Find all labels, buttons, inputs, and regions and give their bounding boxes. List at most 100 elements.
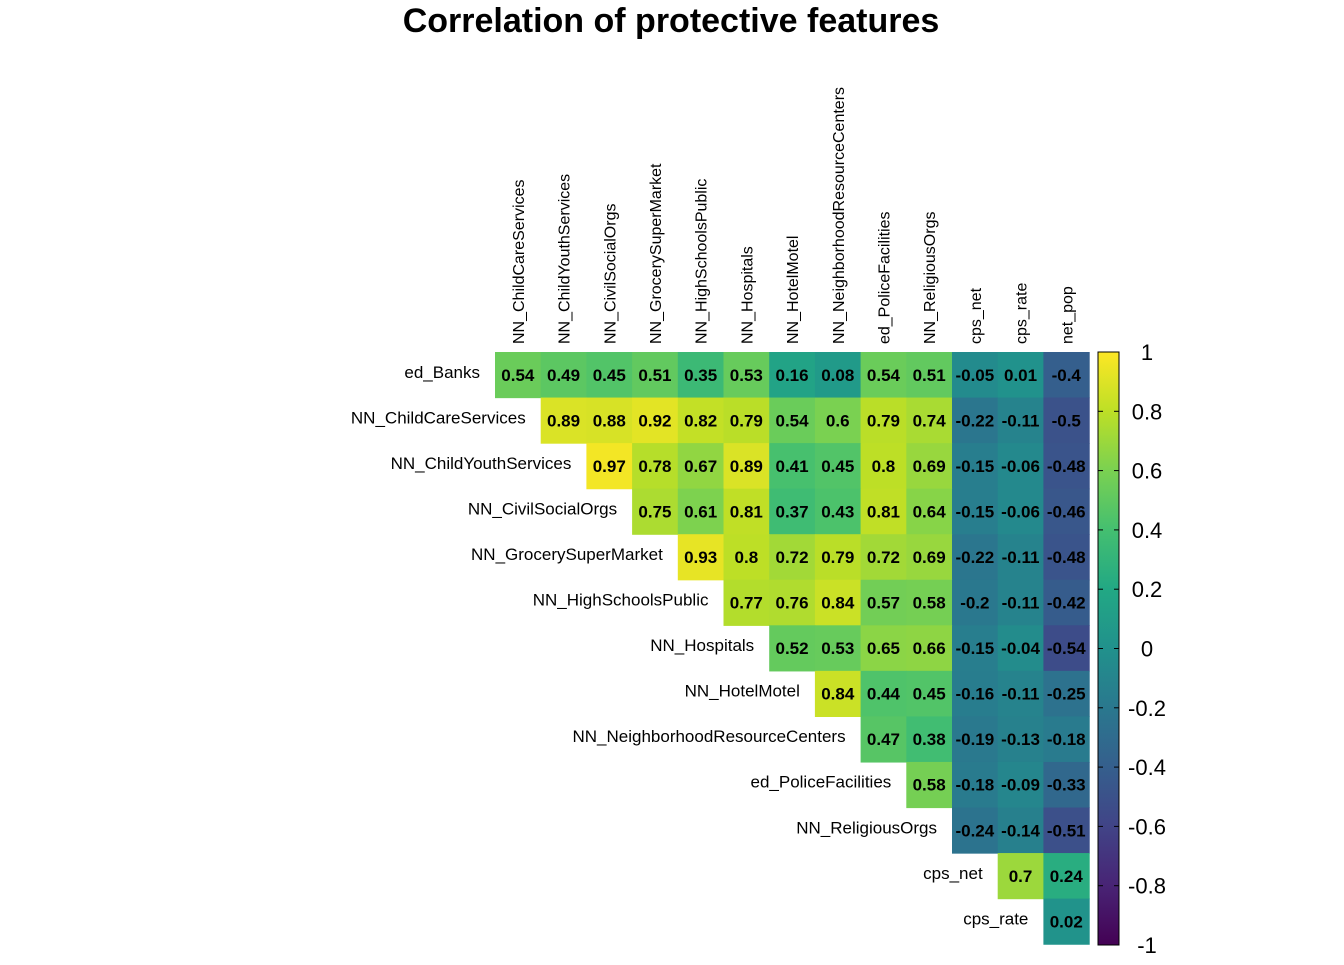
cell-value-label: 0.57 xyxy=(867,594,900,613)
heatmap-cell xyxy=(997,397,1044,444)
row-label: cps_rate xyxy=(963,909,1028,928)
heatmap-cell xyxy=(677,352,725,399)
cell-value-label: 0.44 xyxy=(867,685,901,704)
heatmap-cell xyxy=(997,625,1044,672)
column-label: cps_net xyxy=(968,287,985,344)
cell-value-label: 0.35 xyxy=(684,366,717,385)
cell-value-label: 0.84 xyxy=(821,685,855,704)
cell-value-label: 0.79 xyxy=(730,411,763,430)
heatmap-cell xyxy=(952,625,999,672)
heatmap-cell xyxy=(997,716,1044,763)
row-label: NN_GrocerySuperMarket xyxy=(471,545,663,564)
colorbar-tick-label: -0.4 xyxy=(1128,755,1166,780)
heatmap-cell xyxy=(952,397,999,444)
heatmap-cell xyxy=(997,488,1044,535)
cell-value-label: -0.48 xyxy=(1047,457,1086,476)
heatmap-cell xyxy=(997,761,1044,809)
cell-value-label: -0.11 xyxy=(1002,411,1040,430)
heatmap-cell xyxy=(952,443,999,490)
heatmap-cell xyxy=(769,352,816,399)
cell-value-label: -0.19 xyxy=(955,730,994,749)
heatmap-cell xyxy=(860,443,907,490)
row-label: ed_PoliceFacilities xyxy=(751,773,892,792)
heatmap-cell xyxy=(997,807,1044,854)
column-label: NN_Hospitals xyxy=(739,246,756,344)
cell-value-label: 0.77 xyxy=(730,594,763,613)
heatmap-cell xyxy=(723,534,770,581)
heatmap-cell xyxy=(723,488,770,535)
heatmap-cell xyxy=(1043,397,1090,444)
column-label: NN_NeighborhoodResourceCenters xyxy=(831,87,848,344)
heatmap-cell xyxy=(1043,716,1090,763)
cell-value-label: 0.47 xyxy=(867,730,900,749)
row-label: cps_net xyxy=(923,864,983,883)
heatmap-cell xyxy=(997,579,1044,626)
cell-value-label: 0.61 xyxy=(684,502,717,521)
cell-value-label: 0.51 xyxy=(638,366,671,385)
cell-value-label: 0.54 xyxy=(776,411,810,430)
cell-value-label: -0.4 xyxy=(1052,366,1082,385)
cell-value-label: -0.11 xyxy=(1002,548,1040,567)
cell-value-label: 0.79 xyxy=(867,411,900,430)
heatmap-cell xyxy=(1043,488,1090,535)
heatmap-cell xyxy=(814,443,862,490)
cell-value-label: 0.52 xyxy=(776,639,809,658)
heatmap-cell xyxy=(586,352,633,399)
cell-value-label: 0.8 xyxy=(872,457,896,476)
column-label: NN_HotelMotel xyxy=(785,236,802,344)
cell-value-label: 0.82 xyxy=(684,411,717,430)
colorbar-tick-label: -0.6 xyxy=(1128,814,1166,839)
cell-value-label: -0.16 xyxy=(955,685,994,704)
row-label: NN_Hospitals xyxy=(650,636,754,655)
heatmap-cell xyxy=(540,397,587,444)
heatmap-cell xyxy=(632,397,679,444)
cell-value-label: 0.97 xyxy=(593,457,626,476)
heatmap-cell xyxy=(906,488,953,535)
colorbar-tick-label: 0.2 xyxy=(1132,577,1163,602)
cell-value-label: 0.54 xyxy=(867,366,901,385)
heatmap-cell xyxy=(906,397,953,444)
heatmap-cell xyxy=(860,579,907,626)
column-label: NN_HighSchoolsPublic xyxy=(694,179,711,344)
cell-value-label: 0.45 xyxy=(821,457,854,476)
cell-value-label: -0.54 xyxy=(1047,639,1086,658)
row-label: NN_HighSchoolsPublic xyxy=(533,591,709,610)
heatmap-cell xyxy=(906,670,953,717)
cell-value-label: -0.48 xyxy=(1047,548,1086,567)
heatmap-cell xyxy=(997,443,1044,490)
heatmap-cell xyxy=(814,534,862,581)
row-label: NN_HotelMotel xyxy=(685,682,800,701)
cell-value-label: 0.45 xyxy=(913,685,946,704)
row-label: NN_ReligiousOrgs xyxy=(796,818,937,837)
cell-value-label: -0.04 xyxy=(1001,639,1040,658)
heatmap-cell xyxy=(952,488,999,535)
cell-value-label: 0.79 xyxy=(821,548,854,567)
heatmap-cell xyxy=(1043,807,1090,854)
cell-value-label: 0.76 xyxy=(776,594,809,613)
heatmap-cell xyxy=(906,761,953,809)
cell-value-label: -0.05 xyxy=(955,366,994,385)
cell-value-label: -0.18 xyxy=(955,776,994,795)
heatmap-cell xyxy=(1043,352,1090,399)
column-label: NN_ChildCareServices xyxy=(511,180,528,345)
cell-value-label: 0.41 xyxy=(776,457,809,476)
heatmap-cell xyxy=(860,670,907,717)
cell-value-label: -0.5 xyxy=(1052,411,1081,430)
column-label: NN_GrocerySuperMarket xyxy=(648,163,665,344)
colorbar-tick-label: -1 xyxy=(1137,933,1157,958)
cell-value-label: 0.89 xyxy=(730,457,763,476)
heatmap-cell xyxy=(1043,761,1090,809)
cell-value-label: 0.01 xyxy=(1004,366,1037,385)
heatmap-cell xyxy=(814,488,862,535)
cell-value-label: 0.69 xyxy=(913,457,946,476)
heatmap-cell xyxy=(906,579,953,626)
cell-value-label: -0.51 xyxy=(1047,821,1086,840)
cell-value-label: 0.93 xyxy=(684,548,717,567)
cell-value-label: 0.54 xyxy=(501,366,535,385)
cell-value-label: 0.65 xyxy=(867,639,900,658)
heatmap-cell xyxy=(632,443,679,490)
cell-value-label: -0.22 xyxy=(955,548,994,567)
cell-value-label: -0.2 xyxy=(960,594,989,613)
cell-value-label: 0.37 xyxy=(776,502,809,521)
